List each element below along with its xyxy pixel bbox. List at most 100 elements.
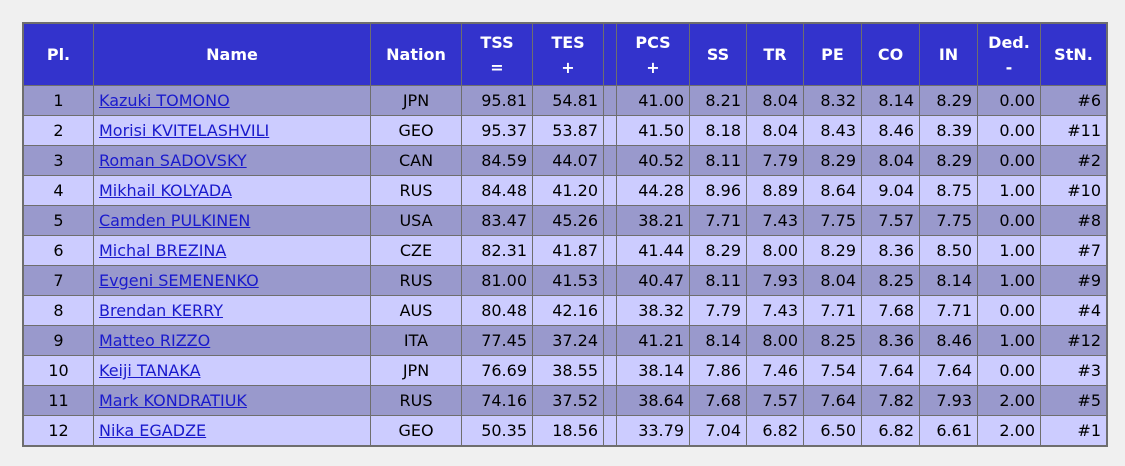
ded-cell: 0.00: [978, 356, 1041, 386]
tss-cell: 95.37: [462, 116, 533, 146]
skater-link[interactable]: Kazuki TOMONO: [99, 91, 230, 110]
stn-cell: #3: [1041, 356, 1106, 386]
col-header-spacer: [604, 24, 617, 86]
tr-cell: 7.79: [747, 146, 804, 176]
ded-cell: 0.00: [978, 206, 1041, 236]
nation-cell: CAN: [371, 146, 462, 176]
tes-cell: 45.26: [533, 206, 604, 236]
pcs-cell: 38.14: [617, 356, 690, 386]
nation-cell: GEO: [371, 116, 462, 146]
nation-cell: ITA: [371, 326, 462, 356]
skater-link[interactable]: Mikhail KOLYADA: [99, 181, 232, 200]
ss-cell: 7.71: [690, 206, 747, 236]
tss-cell: 50.35: [462, 416, 533, 445]
skater-link[interactable]: Matteo RIZZO: [99, 331, 211, 350]
name-cell: Kazuki TOMONO: [94, 86, 371, 116]
place-cell: 9: [24, 326, 94, 356]
spacer-cell: [604, 416, 617, 445]
ss-cell: 8.18: [690, 116, 747, 146]
skater-link[interactable]: Brendan KERRY: [99, 301, 223, 320]
co-cell: 8.46: [862, 116, 920, 146]
spacer-cell: [604, 266, 617, 296]
ss-cell: 8.29: [690, 236, 747, 266]
tr-cell: 8.89: [747, 176, 804, 206]
tss-cell: 76.69: [462, 356, 533, 386]
pe-cell: 7.75: [804, 206, 862, 236]
tss-cell: 84.48: [462, 176, 533, 206]
name-cell: Keiji TANAKA: [94, 356, 371, 386]
in-cell: 7.75: [920, 206, 978, 236]
tss-cell: 95.81: [462, 86, 533, 116]
name-cell: Mark KONDRATIUK: [94, 386, 371, 416]
ss-cell: 7.04: [690, 416, 747, 445]
skater-link[interactable]: Evgeni SEMENENKO: [99, 271, 259, 290]
in-cell: 6.61: [920, 416, 978, 445]
tr-cell: 6.82: [747, 416, 804, 445]
place-cell: 10: [24, 356, 94, 386]
table-row: 1 Kazuki TOMONO JPN 95.81 54.81 41.00 8.21 8.04…: [24, 86, 1106, 116]
ss-cell: 7.68: [690, 386, 747, 416]
pcs-cell: 44.28: [617, 176, 690, 206]
pe-cell: 7.54: [804, 356, 862, 386]
stn-cell: #11: [1041, 116, 1106, 146]
ded-cell: 0.00: [978, 86, 1041, 116]
pcs-cell: 38.21: [617, 206, 690, 236]
co-cell: 7.82: [862, 386, 920, 416]
spacer-cell: [604, 236, 617, 266]
col-header-in: IN: [920, 24, 978, 86]
pe-cell: 8.29: [804, 146, 862, 176]
tss-cell: 74.16: [462, 386, 533, 416]
pcs-cell: 38.64: [617, 386, 690, 416]
stn-cell: #7: [1041, 236, 1106, 266]
skater-link[interactable]: Morisi KVITELASHVILI: [99, 121, 270, 140]
nation-cell: AUS: [371, 296, 462, 326]
tr-cell: 7.57: [747, 386, 804, 416]
skater-link[interactable]: Keiji TANAKA: [99, 361, 201, 380]
table-row: 5 Camden PULKINEN USA 83.47 45.26 38.21 7.71 7.…: [24, 206, 1106, 236]
tr-cell: 8.04: [747, 116, 804, 146]
pe-cell: 8.43: [804, 116, 862, 146]
tr-cell: 7.46: [747, 356, 804, 386]
in-cell: 8.29: [920, 86, 978, 116]
table-row: 6 Michal BREZINA CZE 82.31 41.87 41.44 8.29 8.0…: [24, 236, 1106, 266]
tes-cell: 18.56: [533, 416, 604, 445]
skater-link[interactable]: Camden PULKINEN: [99, 211, 251, 230]
tes-cell: 37.24: [533, 326, 604, 356]
results-table: Pl. Name Nation TSS = TES + PCS + SS TR PE …: [22, 22, 1108, 447]
nation-cell: GEO: [371, 416, 462, 445]
ss-cell: 8.11: [690, 266, 747, 296]
skater-link[interactable]: Mark KONDRATIUK: [99, 391, 247, 410]
pcs-cell: 38.32: [617, 296, 690, 326]
co-cell: 9.04: [862, 176, 920, 206]
spacer-cell: [604, 206, 617, 236]
col-header-pcs-line2: +: [646, 57, 660, 77]
name-cell: Morisi KVITELASHVILI: [94, 116, 371, 146]
stn-cell: #12: [1041, 326, 1106, 356]
ded-cell: 2.00: [978, 386, 1041, 416]
tes-cell: 42.16: [533, 296, 604, 326]
skater-link[interactable]: Roman SADOVSKY: [99, 151, 247, 170]
co-cell: 7.68: [862, 296, 920, 326]
pcs-cell: 41.21: [617, 326, 690, 356]
table-row: 3 Roman SADOVSKY CAN 84.59 44.07 40.52 8.11 7.7…: [24, 146, 1106, 176]
co-cell: 8.25: [862, 266, 920, 296]
tss-cell: 84.59: [462, 146, 533, 176]
in-cell: 8.46: [920, 326, 978, 356]
header-row: Pl. Name Nation TSS = TES + PCS + SS TR PE …: [24, 24, 1106, 86]
ded-cell: 0.00: [978, 116, 1041, 146]
skater-link[interactable]: Michal BREZINA: [99, 241, 227, 260]
skater-link[interactable]: Nika EGADZE: [99, 421, 207, 440]
col-header-co: CO: [862, 24, 920, 86]
stn-cell: #1: [1041, 416, 1106, 445]
in-cell: 8.50: [920, 236, 978, 266]
place-cell: 3: [24, 146, 94, 176]
col-header-tr: TR: [747, 24, 804, 86]
stn-cell: #9: [1041, 266, 1106, 296]
table-row: 2 Morisi KVITELASHVILI GEO 95.37 53.87 41.50 8…: [24, 116, 1106, 146]
co-cell: 8.04: [862, 146, 920, 176]
spacer-cell: [604, 326, 617, 356]
col-header-tss-line2: =: [490, 57, 504, 77]
spacer-cell: [604, 116, 617, 146]
table-row: 7 Evgeni SEMENENKO RUS 81.00 41.53 40.47 8.11 7…: [24, 266, 1106, 296]
ded-cell: 2.00: [978, 416, 1041, 445]
